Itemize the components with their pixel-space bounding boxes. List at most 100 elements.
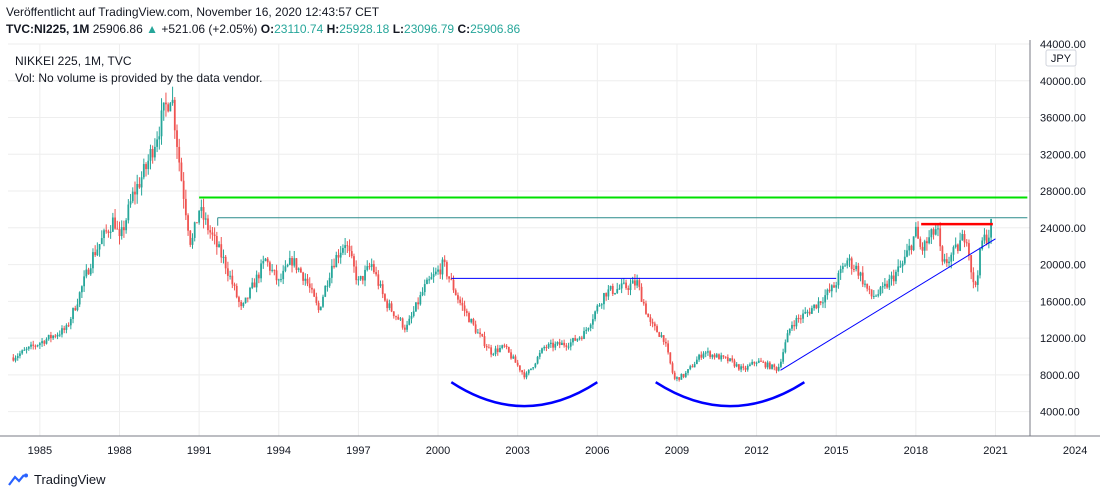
candle-body: [932, 229, 935, 235]
currency-badge[interactable]: JPY: [1045, 49, 1077, 67]
candle-body: [875, 295, 877, 297]
candle-body: [737, 364, 740, 370]
y-tick-label: 36000.00: [1040, 113, 1086, 125]
candle-body: [514, 356, 517, 363]
candle-body: [56, 334, 59, 337]
candle-body: [824, 295, 827, 303]
candle-body: [731, 358, 734, 361]
candle-body: [246, 297, 249, 299]
candle-body: [273, 269, 276, 271]
last-price: 25906.86: [92, 22, 143, 36]
candle-body: [746, 365, 749, 370]
candle-body: [286, 264, 289, 267]
high-value: 25928.18: [339, 22, 390, 36]
candle-body: [156, 139, 158, 147]
candle-body: [826, 289, 829, 296]
candle-body: [908, 245, 911, 251]
candle-body: [439, 269, 442, 275]
candle-body: [189, 230, 192, 245]
chart-area[interactable]: 4000.00 8000.00 12000.00 16000.00 20000.00 24…: [0, 40, 1100, 470]
candle-body: [764, 362, 767, 368]
candle-body: [65, 325, 68, 330]
candle-body: [353, 256, 355, 267]
candle-body: [27, 346, 30, 349]
candle-body: [388, 303, 391, 309]
candle-body: [240, 301, 243, 307]
candle-body: [85, 269, 88, 277]
candle-body: [368, 266, 371, 268]
candle-body: [348, 245, 351, 252]
candle-body: [92, 252, 94, 269]
open-label: O:: [260, 22, 275, 36]
candle-body: [479, 332, 481, 335]
candle-body: [238, 297, 240, 302]
candle-body: [36, 345, 39, 347]
candle-body: [308, 283, 311, 288]
candle-body: [158, 136, 161, 140]
candle-body: [749, 364, 751, 366]
candle-body: [844, 265, 846, 267]
candle-body: [534, 363, 537, 368]
candle-body: [859, 272, 862, 276]
candle-body: [695, 359, 698, 365]
candle-body: [669, 352, 672, 364]
candle-body: [561, 342, 563, 346]
candle-body: [713, 354, 716, 358]
candle-body: [549, 342, 552, 345]
candle-body: [881, 286, 884, 288]
candle-body: [370, 264, 373, 267]
x-tick-label: 1988: [107, 445, 131, 457]
x-tick-label: 2012: [744, 445, 768, 457]
candle-body: [23, 349, 26, 351]
candle-body: [171, 99, 174, 104]
candle-body: [638, 280, 641, 287]
candle-body: [636, 280, 639, 286]
y-tick-label: 44000.00: [1040, 40, 1086, 51]
candle-body: [795, 317, 798, 327]
candle-body: [883, 283, 886, 287]
candle-body: [61, 328, 63, 335]
candle-body: [937, 228, 939, 230]
candle-body: [262, 261, 265, 264]
candle-body: [921, 246, 924, 251]
candle-body: [220, 244, 223, 258]
candles: [12, 86, 992, 382]
candle-body: [987, 237, 990, 244]
candle-body: [813, 304, 815, 309]
tradingview-logo-icon: [8, 473, 28, 486]
candle-body: [662, 335, 665, 342]
candle-body: [815, 304, 818, 309]
open-value: 23110.74: [274, 22, 324, 36]
candle-body: [890, 275, 893, 279]
x-tick-label: 2018: [904, 445, 928, 457]
candle-body: [342, 248, 344, 253]
candle-body: [184, 198, 187, 216]
footer-brand: TradingView: [34, 472, 106, 487]
candle-body: [536, 356, 539, 364]
candle-body: [142, 164, 145, 178]
candle-body: [941, 246, 944, 262]
candle-body: [872, 295, 875, 297]
candle-body: [140, 177, 143, 188]
candle-body: [808, 311, 811, 314]
candle-body: [501, 345, 504, 348]
candle-body: [386, 300, 389, 309]
candle-body: [483, 336, 486, 347]
candle-body: [784, 342, 787, 353]
footer[interactable]: TradingView: [8, 472, 106, 487]
candle-body: [47, 334, 50, 340]
candle-body: [653, 323, 656, 327]
candle-body: [711, 354, 714, 358]
uptrend-line: [780, 238, 996, 371]
candle-body: [698, 354, 700, 360]
candle-body: [722, 355, 725, 357]
y-tick-label: 40000.00: [1040, 76, 1086, 88]
candle-body: [760, 360, 762, 362]
candle-body: [450, 278, 453, 280]
candle-body: [810, 308, 813, 314]
candle-body: [359, 276, 362, 280]
candle-body: [485, 346, 488, 348]
candle-body: [21, 350, 24, 354]
candle-body: [802, 313, 804, 319]
candle-body: [45, 339, 48, 344]
